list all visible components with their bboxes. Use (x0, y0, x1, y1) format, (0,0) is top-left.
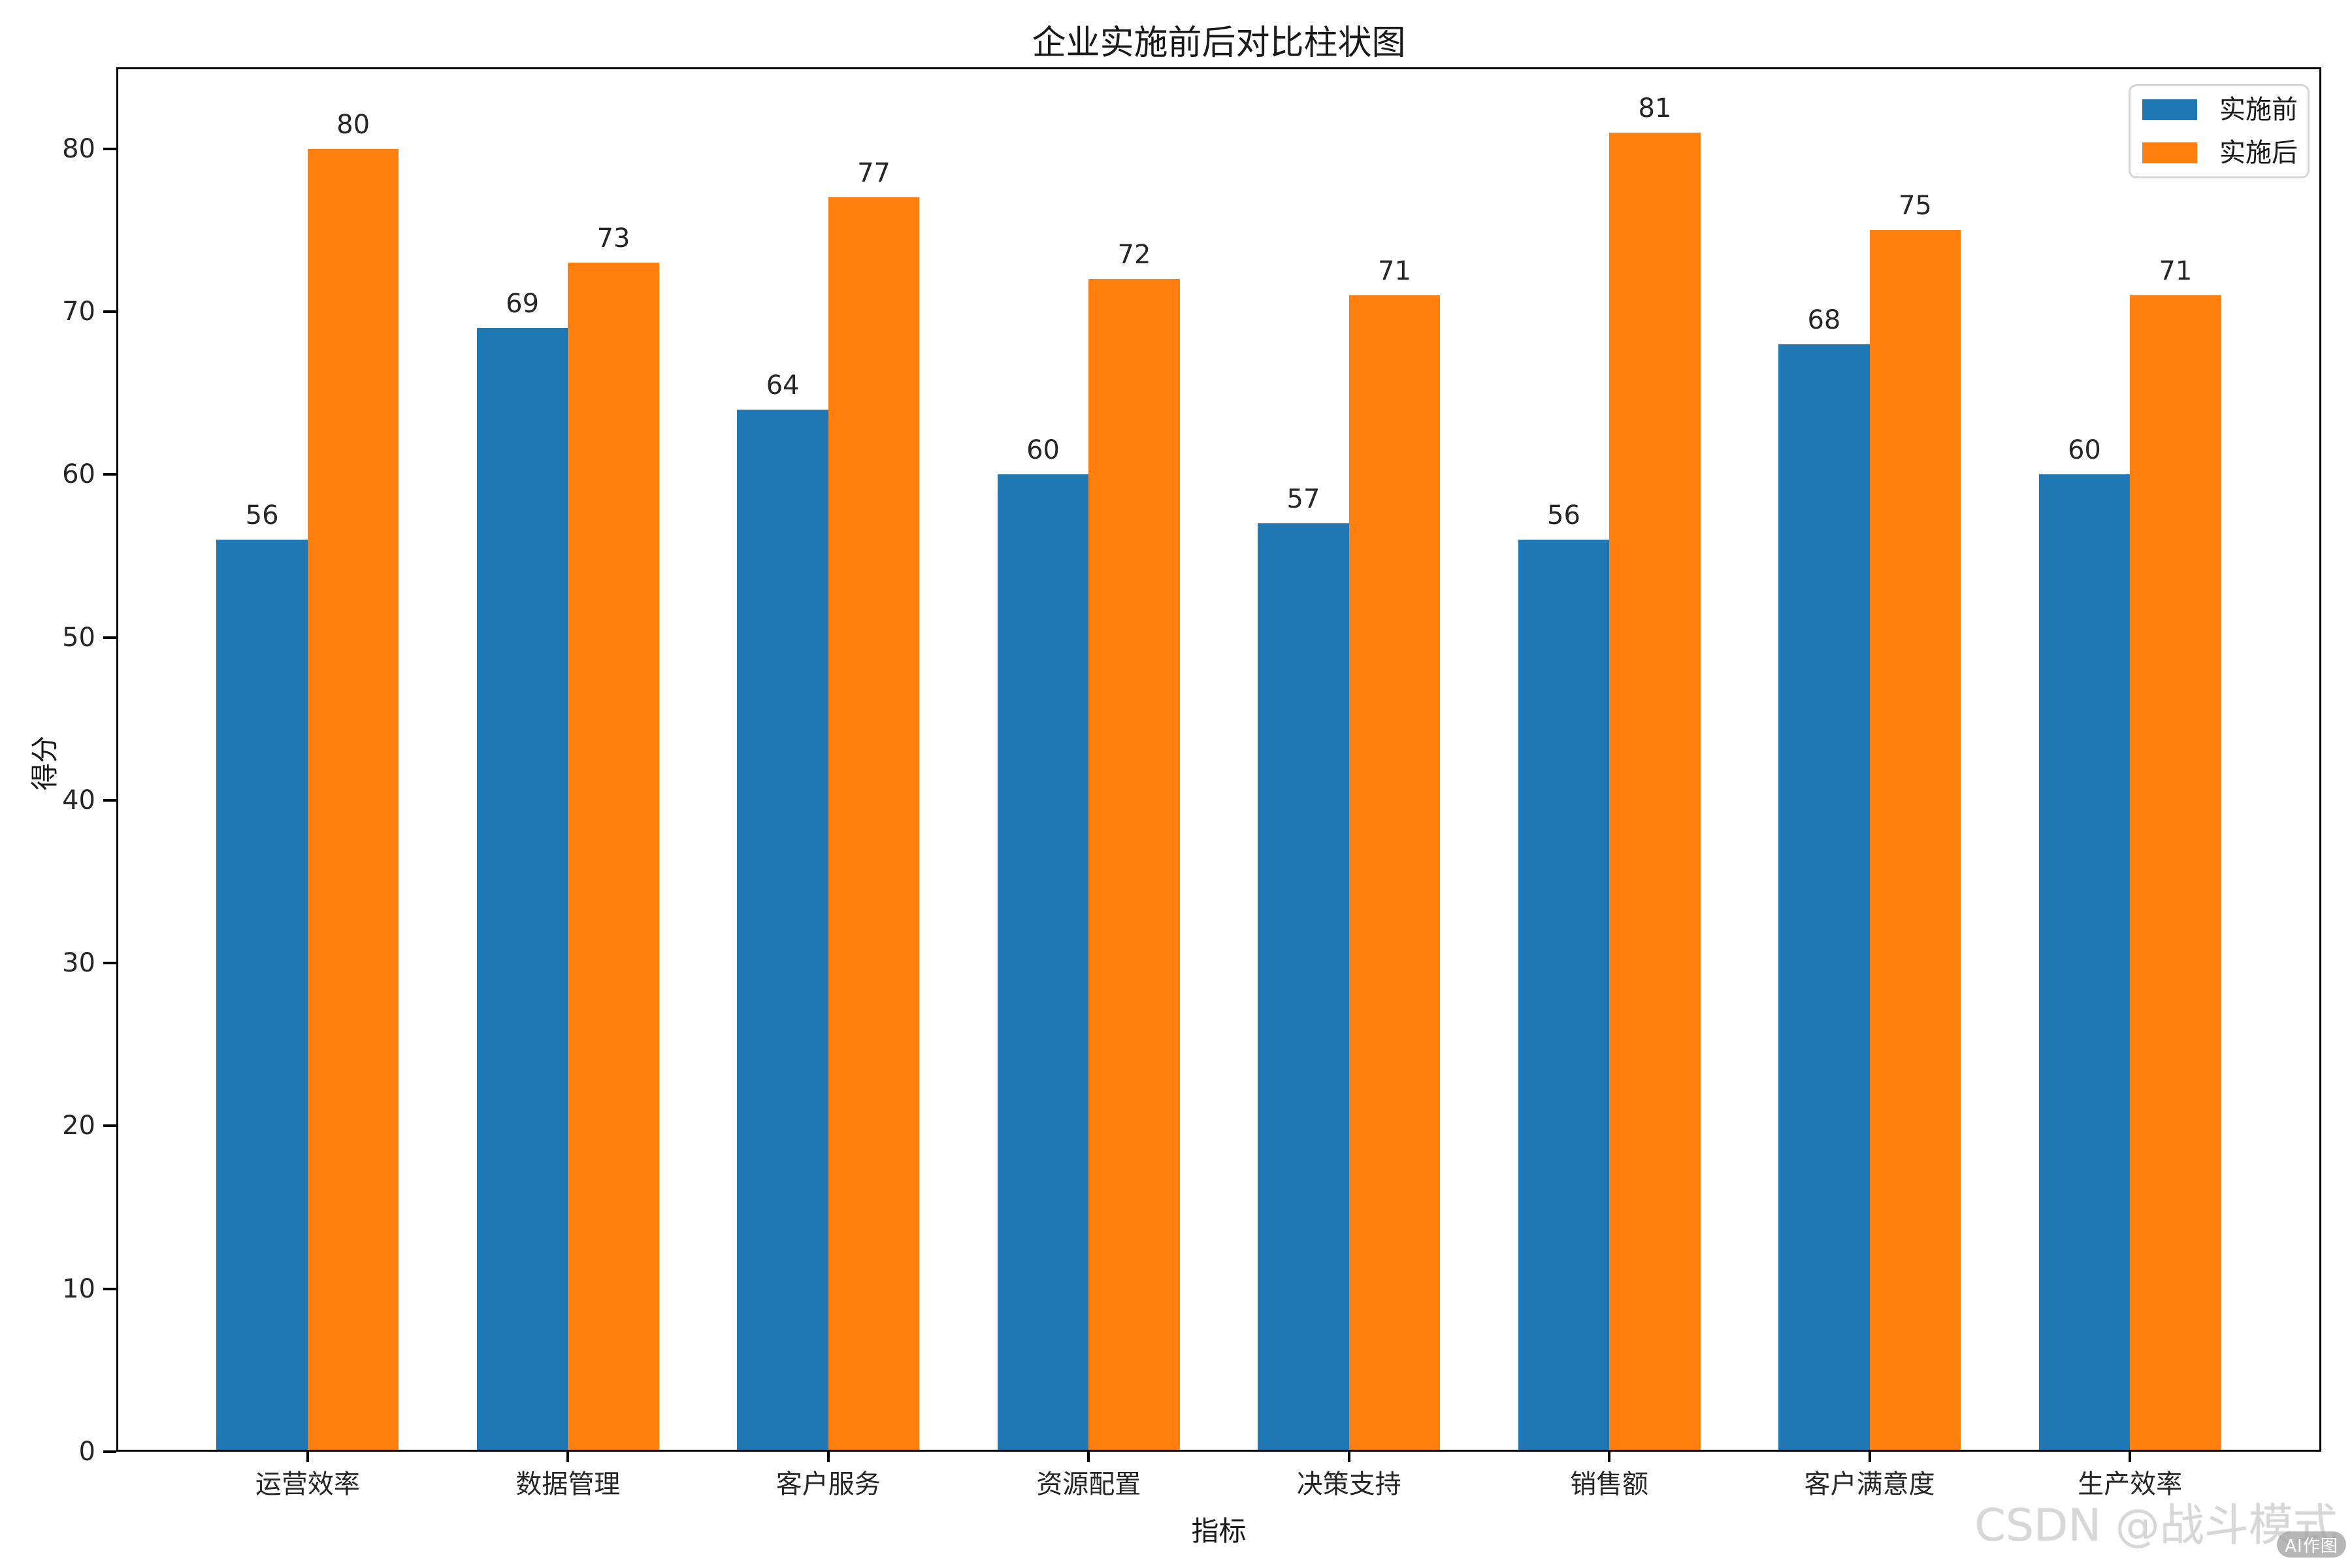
bar-value-label: 71 (2159, 256, 2193, 286)
y-tick-mark (103, 798, 116, 802)
x-tick-label: 决策支持 (1296, 1469, 1401, 1499)
y-tick-label: 0 (78, 1437, 95, 1467)
legend-label-before: 实施前 (2219, 95, 2298, 125)
x-tick-mark (566, 1450, 570, 1462)
x-tick-mark (1087, 1450, 1090, 1462)
bar-value-label: 72 (1117, 240, 1151, 270)
y-tick-label: 10 (62, 1273, 95, 1304)
y-tick-label: 30 (62, 948, 95, 979)
legend-item-after: 实施后 (2142, 138, 2298, 168)
y-tick-mark (103, 147, 116, 150)
y-tick-mark (103, 1124, 116, 1128)
y-tick-mark (103, 962, 116, 965)
bar-after (568, 263, 659, 1450)
bar-before (1778, 344, 1870, 1450)
legend-swatch-after (2142, 142, 2197, 163)
x-tick-label: 数据管理 (515, 1469, 621, 1499)
x-tick-mark (1347, 1450, 1350, 1462)
y-tick-mark (103, 1450, 116, 1453)
bar-value-label: 64 (766, 370, 800, 400)
y-tick-mark (103, 310, 116, 313)
bar-value-label: 68 (1807, 304, 1841, 335)
bar-value-label: 73 (596, 223, 630, 254)
bar-before (997, 474, 1089, 1450)
legend-item-before: 实施前 (2142, 95, 2298, 125)
x-tick-label: 销售额 (1570, 1469, 1649, 1499)
y-tick-label: 40 (62, 785, 95, 815)
bar-after (2130, 295, 2221, 1450)
x-tick-label: 客户服务 (776, 1469, 881, 1499)
bar-before (216, 539, 308, 1450)
x-axis-label: 指标 (1191, 1515, 1247, 1547)
bar-before (1258, 523, 1349, 1450)
bar-after (1088, 279, 1180, 1450)
bar-value-label: 71 (1378, 256, 1411, 286)
legend-swatch-before (2142, 99, 2197, 120)
x-tick-mark (306, 1450, 309, 1462)
bar-after (1348, 295, 1441, 1450)
y-tick-mark (103, 636, 116, 639)
x-tick-mark (1868, 1450, 1871, 1462)
bar-value-label: 69 (506, 288, 540, 319)
y-tick-label: 70 (62, 296, 95, 327)
y-tick-label: 20 (62, 1111, 95, 1141)
bar-after (307, 148, 399, 1450)
x-tick-label: 资源配置 (1036, 1469, 1141, 1499)
legend-label-after: 实施后 (2219, 138, 2298, 168)
bar-value-label: 77 (857, 158, 890, 189)
y-tick-label: 80 (62, 133, 95, 164)
watermark-badge: AI作图 (2277, 1531, 2346, 1558)
y-tick-label: 60 (62, 459, 95, 490)
bar-value-label: 60 (1026, 435, 1060, 466)
x-tick-mark (1608, 1450, 1611, 1462)
bar-after (1609, 132, 1701, 1450)
bar-after (828, 197, 920, 1450)
bar-before (476, 327, 568, 1450)
bar-before (737, 409, 828, 1450)
x-tick-label: 运营效率 (255, 1469, 360, 1499)
bar-after (1869, 230, 1961, 1450)
bar-before (2038, 474, 2131, 1450)
bar-value-label: 56 (245, 500, 279, 531)
bar-value-label: 57 (1286, 484, 1320, 515)
y-tick-mark (103, 473, 116, 476)
x-tick-label: 客户满意度 (1804, 1469, 1935, 1499)
x-tick-mark (2129, 1450, 2132, 1462)
bar-value-label: 81 (1638, 93, 1672, 123)
y-tick-mark (103, 1287, 116, 1290)
y-tick-label: 50 (62, 622, 95, 653)
bar-value-label: 75 (1898, 191, 1932, 221)
x-tick-mark (826, 1450, 830, 1462)
bar-value-label: 56 (1547, 500, 1580, 531)
bar-value-label: 60 (2067, 435, 2101, 466)
chart-title: 企业实施前后对比柱状图 (1032, 24, 1406, 63)
legend: 实施前 实施后 (2129, 84, 2310, 178)
x-tick-label: 生产效率 (2078, 1469, 2183, 1499)
bar-value-label: 80 (336, 109, 370, 140)
bar-before (1518, 539, 1610, 1450)
